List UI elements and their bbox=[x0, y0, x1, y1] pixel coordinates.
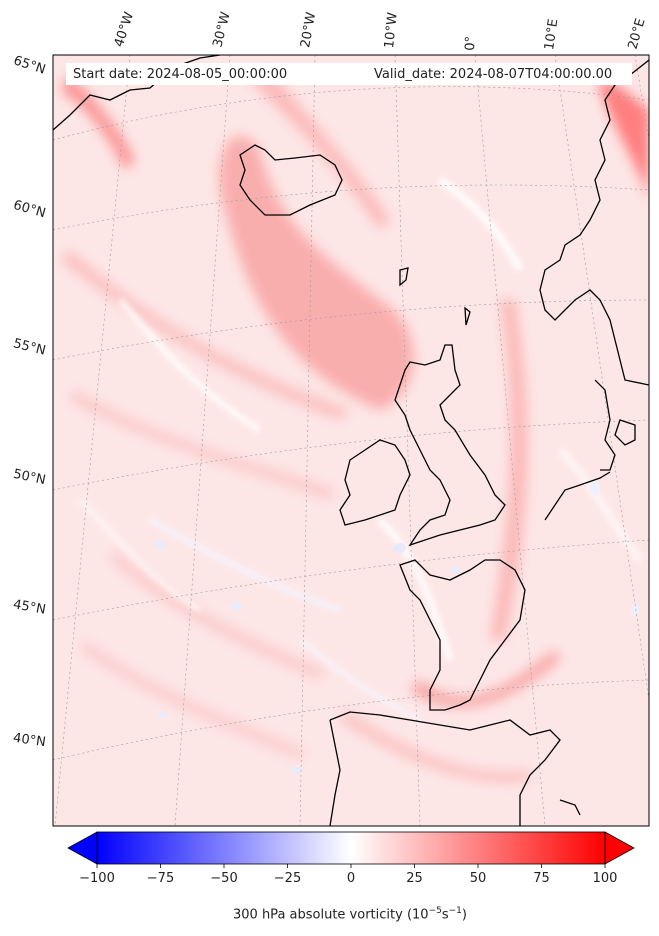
colorbar-tick-label: 0 bbox=[346, 871, 356, 886]
start-date-label: Start date: 2024-08-05_00:00:00 bbox=[73, 67, 288, 82]
colorbar-tick-label: −25 bbox=[273, 871, 302, 886]
colorbar-gradient bbox=[96, 831, 606, 865]
map-frame bbox=[52, 54, 650, 827]
colorbar-tick-label: 50 bbox=[469, 871, 487, 886]
graticule bbox=[53, 55, 649, 826]
colorbar-min-extend bbox=[67, 831, 98, 865]
colorbar-tick-label: −100 bbox=[79, 871, 115, 886]
colorbar-label: 300 hPa absolute vorticity (10−5s−1) bbox=[233, 906, 467, 923]
colorbar-max-extend bbox=[604, 831, 635, 865]
colorbar-tick-label: −75 bbox=[146, 871, 175, 886]
colorbar-tick-label: 100 bbox=[592, 871, 618, 886]
vorticity-field bbox=[53, 55, 649, 826]
colorbar-tick-label: −50 bbox=[210, 871, 238, 886]
colorbar-tick-label: 25 bbox=[406, 871, 423, 886]
valid-date-label: Valid_date: 2024-08-07T04:00:00.00 bbox=[374, 67, 613, 82]
coastlines bbox=[53, 55, 649, 826]
colorbar-tick-marks bbox=[96, 864, 606, 868]
colorbar bbox=[67, 831, 635, 868]
date-header-box bbox=[66, 63, 632, 85]
lon-label-0: 0° bbox=[463, 35, 479, 51]
colorbar-tick-label: 75 bbox=[533, 871, 550, 886]
